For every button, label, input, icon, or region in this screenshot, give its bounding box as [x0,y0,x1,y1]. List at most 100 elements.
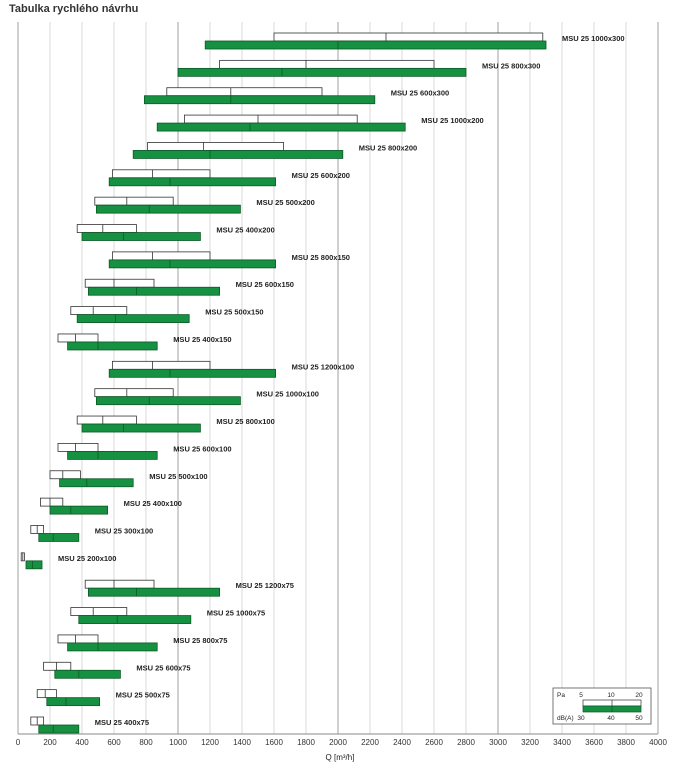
x-tick-label: 1400 [233,738,251,747]
dba-range-bar [81,423,201,433]
row-label: MSU 25 600x150 [236,280,294,289]
pa-range-bar [49,470,81,480]
dba-range-bar [81,232,201,241]
legend: Pa 5 10 20 dB(A) 30 40 50 [552,687,652,725]
dba-range-bar [67,341,158,351]
dba-range-bar [96,396,241,406]
pa-range-bar [94,388,174,398]
dba-range-bar [143,95,376,105]
dba-range-bar [38,533,80,542]
pa-range-bar [112,251,211,261]
pa-range-bar [112,169,211,179]
row-label: MSU 25 500x100 [149,472,207,481]
row-label: MSU 25 1000x100 [256,390,319,399]
x-tick-label: 600 [107,738,121,747]
range-bars [20,32,547,734]
dba-range-bar [54,669,121,679]
row-label: MSU 25 1200x75 [236,581,294,590]
row-label: MSU 25 400x100 [124,499,182,508]
x-tick-label: 1800 [297,738,315,747]
x-tick-label: 4000 [649,738,667,747]
row-labels: MSU 25 1000x300 MSU 25 800x300 MSU 25 600x… [58,34,625,727]
pa-range-bar [76,224,137,233]
x-tick-label: 3600 [585,738,603,747]
pa-range-bar [57,442,99,452]
dba-range-bar [88,587,220,597]
pa-range-bar [112,360,211,370]
x-axis-title: Q [m³/h] [326,753,355,762]
x-tick-labels: 0 200 400 600 800 1000 1200 1400 1600 1800 2000 220… [16,738,668,747]
pa-range-bar [147,142,285,151]
dba-range-bar [49,505,108,515]
row-label: MSU 25 200x100 [58,554,116,563]
pa-range-bar [84,579,155,589]
pa-range-bar [40,497,64,507]
dba-range-bar [67,642,158,652]
pa-range-bar [57,333,99,343]
row-label: MSU 25 1000x200 [421,116,484,125]
pa-range-bar [183,114,358,124]
row-label: MSU 25 400x150 [173,335,231,344]
row-label: MSU 25 500x150 [205,308,263,317]
dba-range-bar [96,204,241,214]
row-label: MSU 25 600x75 [136,663,190,672]
dba-range-bar [108,259,276,269]
row-label: MSU 25 400x200 [216,226,274,235]
x-tick-label: 2600 [425,738,443,747]
page-title: Tabulka rychlého návrhu [9,3,139,15]
dba-range-bar [204,40,547,50]
legend-dba-value: 30 [577,715,585,722]
legend-pa-value: 5 [579,692,583,699]
legend-dba-label: dB(A) [557,715,574,722]
x-tick-label: 1000 [169,738,187,747]
pa-range-bar [36,689,57,699]
x-tick-label: 3800 [617,738,635,747]
pa-range-bar [70,607,128,616]
pa-range-bar [219,59,435,69]
x-tick-label: 0 [16,738,21,747]
row-label: MSU 25 300x100 [95,526,153,535]
row-label: MSU 25 800x150 [292,253,350,262]
x-tick-label: 1600 [265,738,283,747]
x-tick-label: 3400 [553,738,571,747]
dba-range-bar [46,697,100,707]
dba-range-bar [78,615,192,624]
pa-range-bar [166,87,323,97]
dba-range-bar [177,67,467,77]
pa-range-bar [70,306,128,316]
legend-dba-value: 40 [607,715,615,722]
row-label: MSU 25 800x75 [173,636,227,645]
dba-range-bar [88,286,220,296]
pa-range-bar [84,278,155,288]
x-tick-label: 2800 [457,738,475,747]
dba-range-bar [59,478,134,488]
row-label: MSU 25 500x75 [116,691,170,700]
x-tick-label: 3200 [521,738,539,747]
pa-range-bar [76,415,137,425]
row-label: MSU 25 500x200 [256,198,314,207]
x-tick-label: 1200 [201,738,219,747]
x-tick-label: 800 [139,738,153,747]
legend-dba-value: 50 [635,715,643,722]
x-tick-label: 3000 [489,738,507,747]
dba-range-bar [38,724,80,734]
dba-range-bar [67,450,158,460]
pa-range-bar [57,634,99,644]
legend-pa-value: 10 [607,692,615,699]
x-tick-label: 400 [75,738,89,747]
dba-range-bar [132,150,344,159]
dba-range-bar [108,177,276,187]
row-label: MSU 25 1000x75 [207,609,265,618]
row-label: MSU 25 800x300 [482,61,540,70]
legend-pa-value: 20 [635,692,643,699]
x-tick-label: 2000 [329,738,347,747]
grid-lines [17,22,659,735]
row-label: MSU 25 800x100 [216,417,274,426]
row-label: MSU 25 400x75 [95,718,149,727]
row-label: MSU 25 800x200 [359,143,417,152]
x-tick-label: 200 [43,738,57,747]
x-tick-label: 2200 [361,738,379,747]
pa-range-bar [43,661,72,671]
row-label: MSU 25 600x300 [391,89,449,98]
